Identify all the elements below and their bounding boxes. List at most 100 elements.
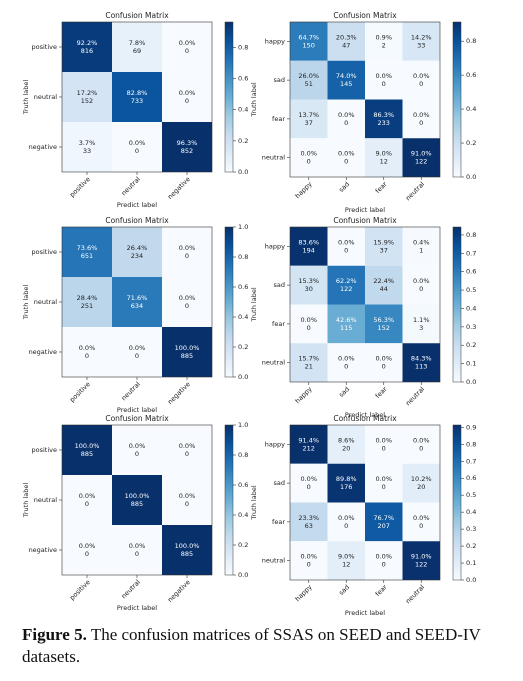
y-axis-label: Truth label: [22, 483, 30, 518]
x-axis-label: Predict label: [117, 406, 157, 414]
cell-count: 33: [83, 147, 91, 155]
y-tick-label: fear: [272, 518, 285, 526]
x-tick-label: neutral: [404, 583, 426, 605]
cell-percent: 8.6%: [338, 436, 355, 444]
panel-title: Confusion Matrix: [105, 414, 169, 423]
cell-percent: 14.2%: [411, 33, 432, 41]
cell-percent: 0.0%: [179, 492, 196, 500]
y-tick-label: sad: [274, 76, 286, 84]
colorbar-tick-label: 0.8: [238, 451, 248, 459]
heatmap-cell: [290, 138, 328, 177]
cell-percent: 13.7%: [298, 111, 319, 119]
matrix-frame: [289, 226, 441, 383]
colorbar-tick-label: 1.0: [238, 223, 248, 231]
colorbar-tick-label: 0.7: [466, 249, 476, 257]
heatmap-cell: [112, 525, 162, 575]
cell-percent: 10.2%: [411, 475, 432, 483]
heatmap-cell: [162, 277, 212, 327]
figure: Confusion Matrix92.2%8167.8%690.0%017.2%…: [22, 11, 476, 615]
x-tick-label: positive: [68, 380, 92, 404]
colorbar-tick-label: 0.1: [466, 559, 476, 567]
cell-percent: 74.0%: [336, 72, 357, 80]
matrix-frame: [289, 424, 441, 581]
cell-count: 152: [81, 97, 93, 105]
colorbar-tick-label: 0.0: [466, 576, 476, 584]
cell-count: 122: [415, 158, 427, 166]
cell-count: 0: [419, 444, 423, 452]
y-tick-label: positive: [32, 248, 58, 256]
heatmap-cell: [112, 227, 162, 277]
caption: Figure 5. The confusion matrices of SSAS…: [22, 624, 512, 668]
heatmap-cell: [62, 122, 112, 172]
cell-count: 194: [303, 246, 315, 254]
cell-count: 12: [380, 158, 388, 166]
cell-count: 251: [81, 302, 93, 310]
cell-percent: 0.0%: [413, 514, 430, 522]
colorbar-tick-label: 0.4: [238, 106, 248, 114]
colorbar-tick-label: 0.2: [466, 542, 476, 550]
x-tick-label: happy: [294, 180, 314, 200]
heatmap-cell: [162, 122, 212, 172]
colorbar-tick-label: 0.4: [466, 508, 476, 516]
cell-count: 0: [135, 147, 139, 155]
y-tick-label: sad: [274, 479, 286, 487]
cell-percent: 0.0%: [338, 111, 355, 119]
cell-count: 115: [340, 324, 352, 332]
cell-count: 176: [340, 483, 352, 491]
x-axis-label: Predict label: [117, 604, 157, 612]
heatmap-cell: [62, 327, 112, 377]
heatmap-cell: [62, 525, 112, 575]
cell-percent: 100.0%: [75, 442, 100, 450]
cell-percent: 9.0%: [375, 150, 392, 158]
heatmap-cell: [112, 277, 162, 327]
heatmap-cell: [327, 502, 365, 542]
heatmap-cell: [365, 343, 403, 382]
y-tick-label: neutral: [34, 298, 57, 306]
cell-percent: 0.0%: [413, 111, 430, 119]
x-tick-label: neutral: [404, 385, 426, 407]
heatmap-cell: [327, 60, 365, 100]
cell-count: 0: [382, 363, 386, 371]
cell-percent: 0.0%: [375, 355, 392, 363]
caption-label: Figure 5.: [22, 625, 87, 644]
cell-count: 733: [131, 97, 143, 105]
cell-count: 150: [303, 41, 315, 49]
cell-count: 0: [85, 500, 89, 508]
cell-percent: 0.0%: [338, 355, 355, 363]
heatmap-cell: [402, 425, 440, 464]
cell-percent: 100.0%: [175, 542, 200, 550]
cell-percent: 92.2%: [77, 39, 98, 47]
cell-count: 20: [342, 444, 350, 452]
cell-percent: 0.0%: [375, 553, 392, 561]
heatmap-cell: [327, 304, 365, 344]
cell-percent: 82.8%: [127, 89, 148, 97]
x-tick-label: neutral: [120, 380, 142, 402]
panel-title: Confusion Matrix: [333, 11, 397, 20]
heatmap-cell: [290, 463, 328, 503]
heatmap-cell: [327, 99, 365, 139]
cell-count: 0: [382, 483, 386, 491]
heatmap-cell: [365, 425, 403, 464]
x-tick-label: sad: [337, 385, 351, 399]
heatmap-cell: [290, 227, 328, 266]
cell-count: 69: [133, 47, 141, 55]
heatmap-cell: [112, 475, 162, 525]
colorbar-tick-label: 0.0: [466, 173, 476, 181]
heatmap-cell: [365, 60, 403, 100]
heatmap-cell: [112, 22, 162, 72]
colorbar: [452, 226, 462, 383]
y-tick-label: negative: [29, 348, 57, 356]
cell-count: 0: [419, 285, 423, 293]
colorbar-tick-label: 0.2: [238, 541, 248, 549]
heatmap-cell: [290, 265, 328, 305]
x-axis-label: Predict label: [345, 609, 385, 615]
cell-percent: 91.0%: [411, 553, 432, 561]
cell-percent: 62.2%: [336, 277, 357, 285]
cell-count: 885: [181, 550, 193, 558]
heatmap-cell: [365, 502, 403, 542]
colorbar-tick-label: 0.4: [466, 304, 476, 312]
heatmap-cell: [290, 541, 328, 580]
cell-count: 63: [305, 522, 313, 530]
cell-count: 122: [415, 561, 427, 569]
heatmap-cell: [62, 227, 112, 277]
